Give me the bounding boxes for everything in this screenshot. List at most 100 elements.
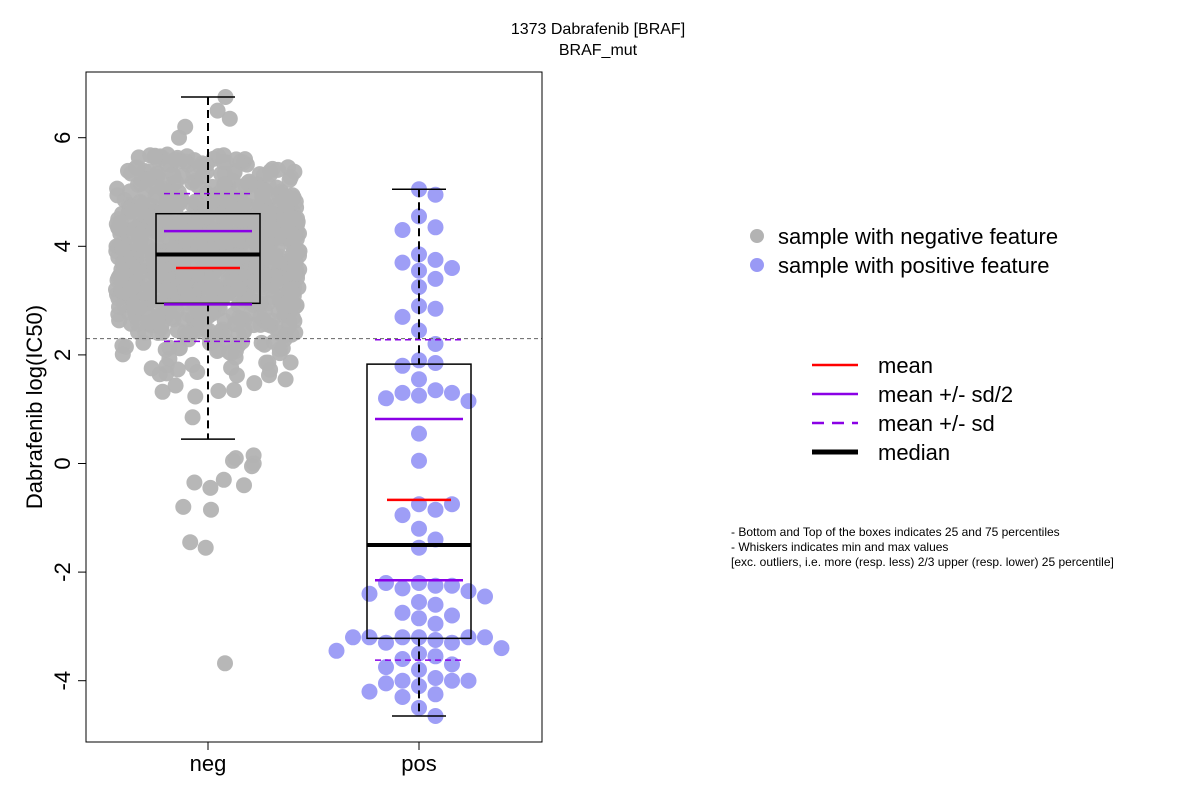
point-pos-15 — [411, 322, 427, 339]
point-neg-904 — [244, 458, 260, 475]
point-neg-796 — [260, 354, 277, 371]
point-neg-820 — [286, 264, 303, 281]
legend-line-label-0: mean — [878, 353, 933, 378]
point-neg-257 — [154, 383, 171, 400]
x-axis: neg pos — [190, 741, 437, 776]
legend-label-1: sample with positive feature — [778, 253, 1049, 278]
point-neg-744 — [249, 238, 266, 255]
point-neg-894 — [229, 231, 246, 248]
point-pos-59 — [493, 640, 510, 657]
point-pos-10 — [427, 270, 444, 287]
point-pos-54 — [378, 634, 394, 651]
chart-notes: - Bottom and Top of the boxes indicates … — [731, 525, 1114, 569]
point-neg-855 — [156, 211, 173, 228]
point-neg-873 — [191, 233, 208, 250]
data-points — [108, 89, 510, 724]
point-pos-60 — [328, 642, 345, 659]
y-tick-label-2: 0 — [50, 457, 75, 469]
point-pos-30 — [427, 501, 444, 518]
point-pos-29 — [411, 496, 427, 513]
point-neg-579 — [226, 382, 243, 398]
point-neg-819 — [140, 171, 157, 188]
point-pos-1 — [427, 186, 444, 203]
point-neg-468 — [256, 336, 273, 353]
point-neg-877 — [290, 243, 307, 259]
legend-line-label-3: median — [878, 440, 950, 465]
point-pos-3 — [427, 219, 444, 236]
point-neg-876 — [122, 183, 139, 200]
point-pos-36 — [411, 575, 427, 591]
point-pos-26 — [460, 393, 477, 410]
point-neg-913 — [217, 655, 233, 672]
point-pos-55 — [460, 629, 477, 646]
point-neg-823 — [165, 309, 181, 326]
point-neg-699 — [277, 371, 294, 388]
legend-points: sample with negative feature sample with … — [750, 224, 1058, 278]
point-pos-62 — [427, 648, 444, 665]
point-neg-872 — [199, 209, 216, 226]
plot-area — [86, 89, 542, 724]
point-neg-661 — [143, 360, 160, 377]
point-pos-8 — [444, 260, 460, 276]
y-tick-label-1: -2 — [50, 562, 75, 582]
point-neg-493 — [109, 180, 126, 197]
point-neg-898 — [135, 334, 152, 351]
chart-title: 1373 Dabrafenib [BRAF] — [511, 21, 685, 38]
point-pos-19 — [394, 357, 411, 374]
note-line-2: [exc. outliers, i.e. more (resp. less) 2… — [731, 555, 1114, 569]
point-pos-44 — [411, 594, 427, 610]
point-neg-909 — [203, 501, 219, 518]
point-neg-588 — [210, 383, 227, 399]
point-pos-53 — [444, 634, 460, 651]
point-neg-879 — [231, 211, 248, 228]
point-neg-910 — [175, 498, 192, 515]
point-neg-815 — [130, 227, 147, 244]
point-pos-51 — [394, 629, 411, 646]
point-neg-771 — [146, 149, 163, 165]
y-tick-label-0: -4 — [50, 671, 75, 691]
legend-marker-0 — [750, 229, 764, 243]
point-neg-830 — [257, 182, 274, 199]
x-tick-label-neg: neg — [190, 751, 227, 776]
point-neg-864 — [111, 299, 127, 315]
point-pos-67 — [427, 670, 444, 686]
point-pos-73 — [361, 683, 378, 700]
point-pos-14 — [394, 308, 411, 325]
y-tick-label-3: 2 — [50, 349, 75, 361]
point-pos-72 — [411, 678, 427, 695]
point-neg-851 — [122, 280, 139, 297]
point-pos-75 — [394, 689, 411, 705]
point-neg-840 — [171, 340, 188, 357]
point-neg-878 — [284, 295, 300, 312]
point-neg-804 — [167, 151, 184, 168]
point-pos-38 — [394, 580, 411, 597]
point-pos-58 — [345, 629, 361, 646]
point-neg-48 — [282, 354, 299, 371]
point-neg-638 — [261, 367, 277, 384]
point-pos-6 — [427, 251, 444, 268]
point-neg-576 — [270, 303, 287, 320]
y-axis: -4 -2 0 2 4 6 — [50, 132, 87, 691]
chart-subtitle: BRAF_mut — [559, 42, 638, 59]
point-neg-892 — [278, 188, 295, 204]
point-neg-915 — [177, 118, 194, 135]
legend-label-0: sample with negative feature — [778, 224, 1058, 249]
point-neg-233 — [167, 377, 184, 394]
point-pos-45 — [427, 596, 444, 613]
point-neg-581 — [137, 184, 154, 201]
point-pos-35 — [411, 539, 427, 556]
point-pos-40 — [378, 575, 394, 591]
point-pos-65 — [378, 659, 394, 676]
point-pos-63 — [394, 651, 411, 667]
note-line-0: - Bottom and Top of the boxes indicates … — [731, 525, 1060, 539]
point-pos-22 — [394, 384, 411, 401]
point-neg-827 — [143, 209, 159, 225]
point-neg-908 — [202, 479, 219, 496]
point-pos-7 — [394, 254, 411, 271]
x-tick-label-pos: pos — [401, 751, 436, 776]
point-pos-31 — [394, 507, 411, 524]
point-pos-21 — [427, 382, 444, 399]
point-neg-539 — [161, 350, 178, 367]
point-neg-896 — [255, 203, 272, 220]
